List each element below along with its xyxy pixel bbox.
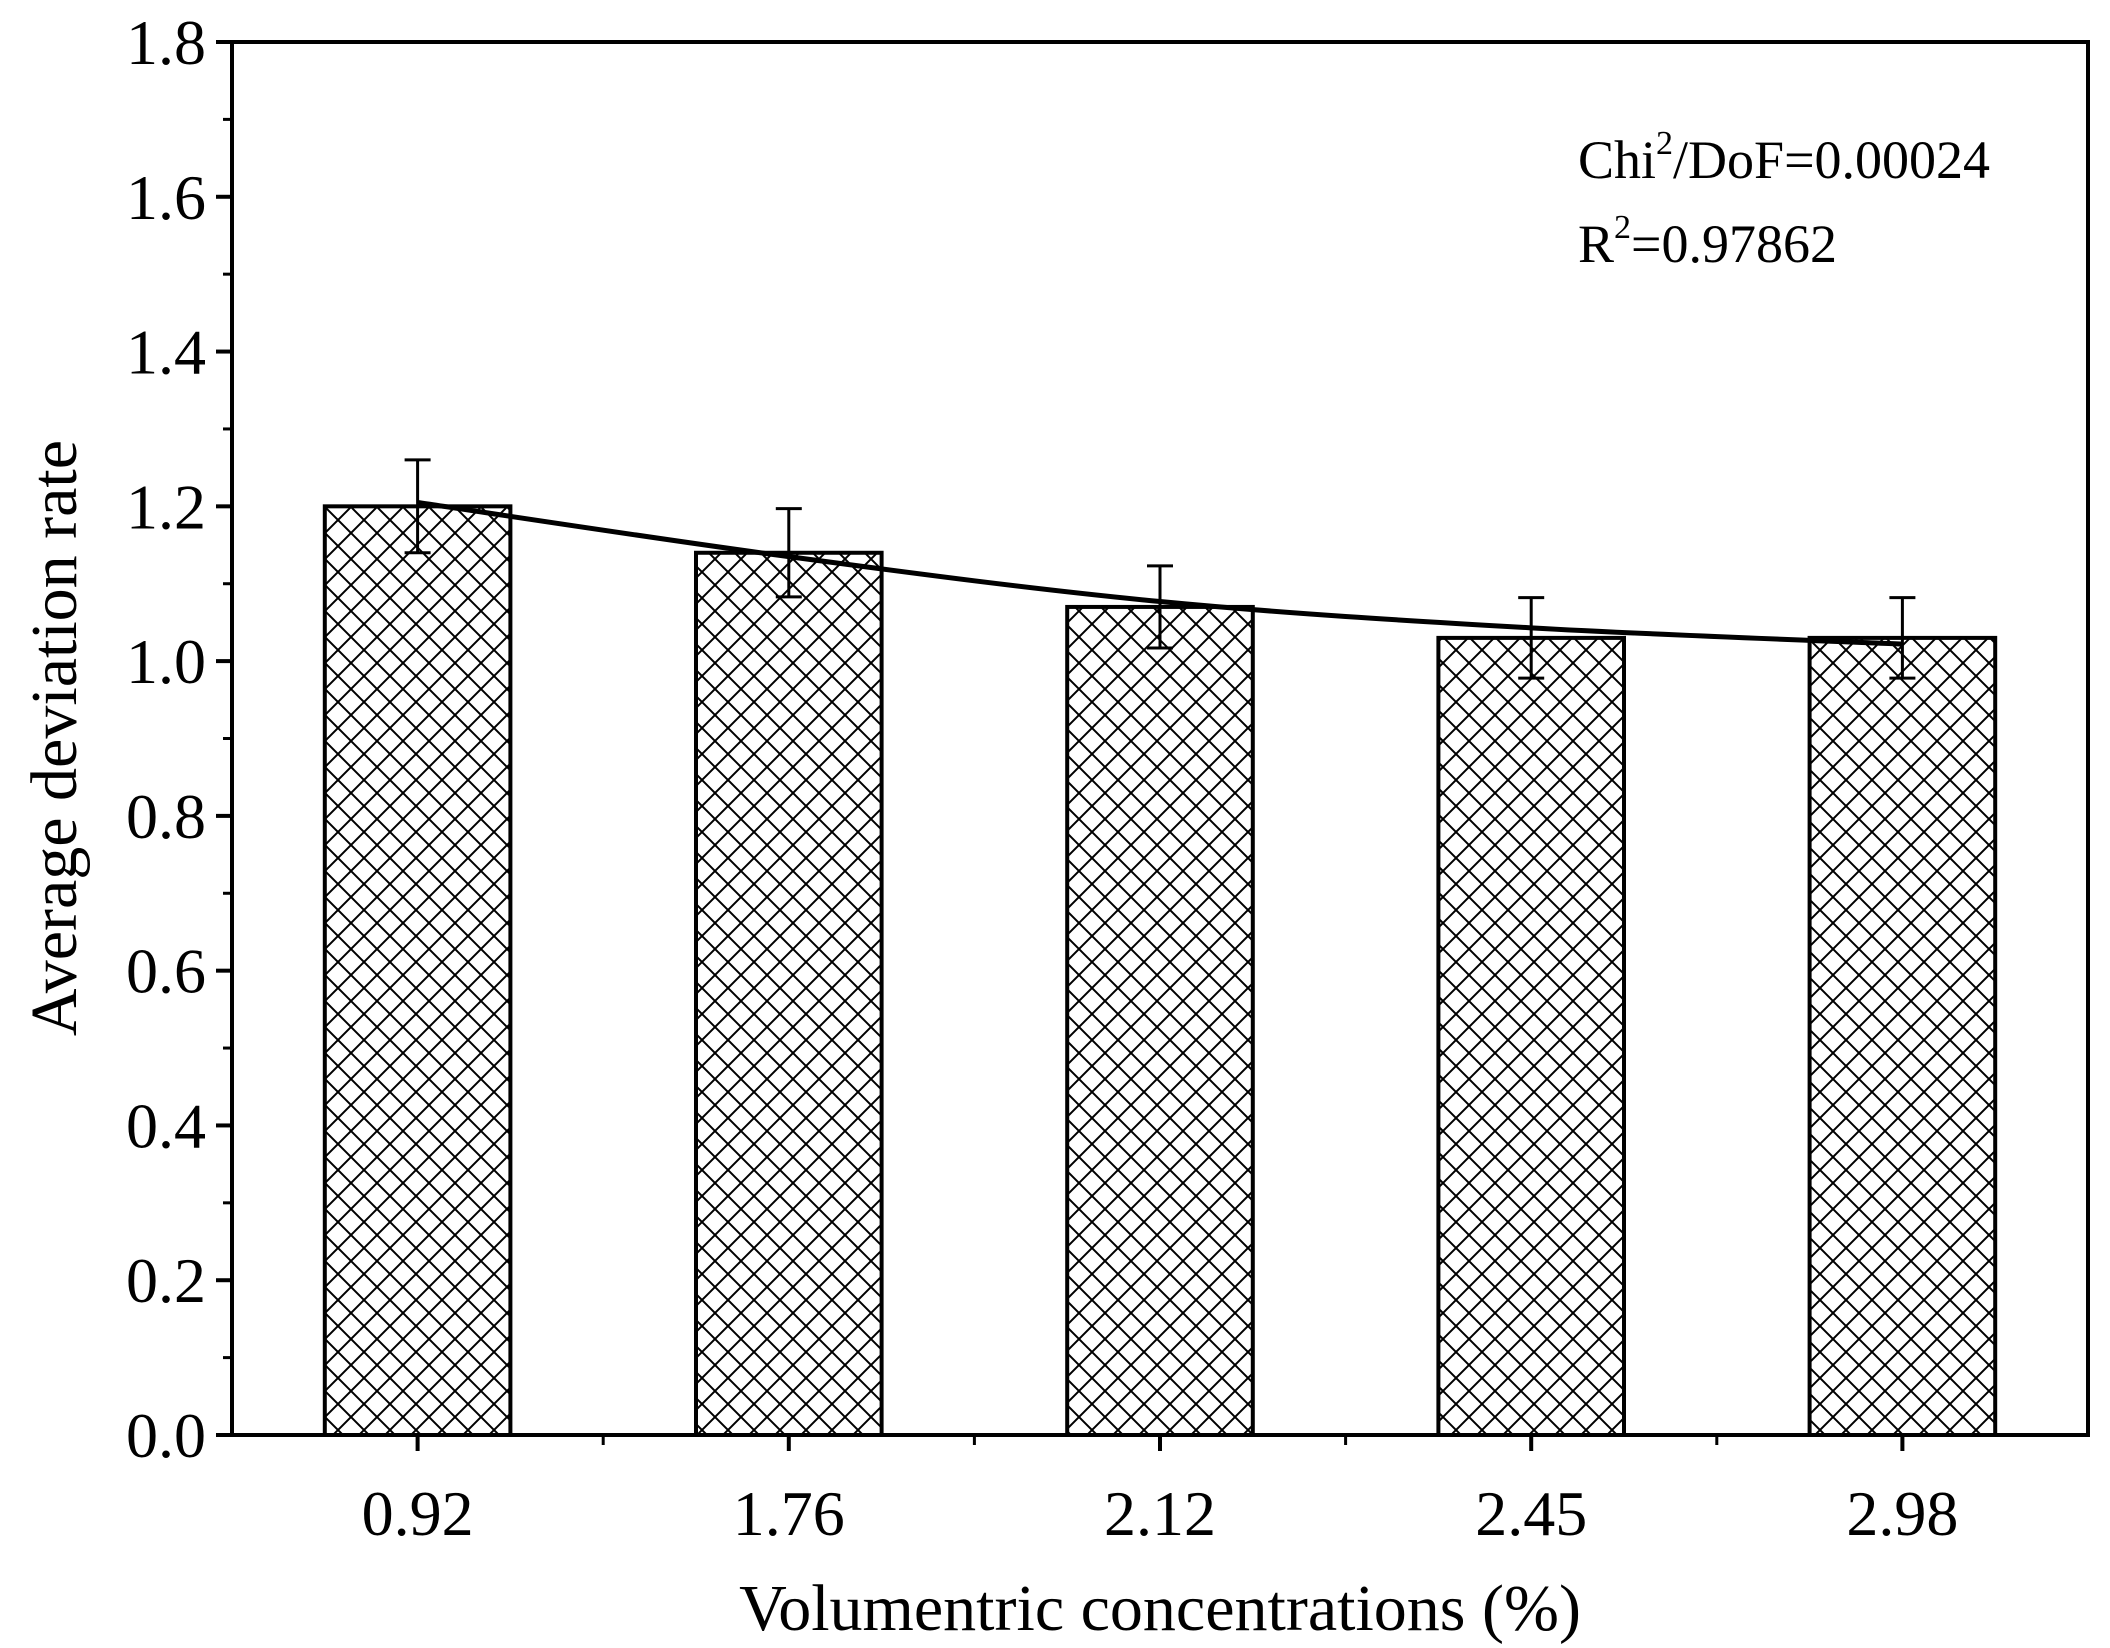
y-tick-label-0.6: 0.6 [126, 936, 206, 1007]
y-tick-label-1.8: 1.8 [126, 7, 206, 78]
x-tick-label-2.98: 2.98 [1846, 1478, 1958, 1549]
y-tick-label-1.6: 1.6 [126, 162, 206, 233]
y-tick-label-0.0: 0.0 [126, 1400, 206, 1471]
bar-2.12 [1065, 604, 1255, 1437]
error-bars-group [404, 458, 1916, 680]
x-axis-title: Volumentric concentrations (%) [739, 1572, 1581, 1645]
x-tick-label-0.92: 0.92 [362, 1478, 474, 1549]
r2-annotation: R2=0.97862 [1578, 209, 1837, 274]
x-axis-ticks: 0.92 1.76 2.12 2.45 2.98 [362, 1435, 1958, 1549]
bar-1.76 [694, 550, 884, 1437]
x-tick-label-1.76: 1.76 [733, 1478, 845, 1549]
y-tick-label-1.2: 1.2 [126, 471, 206, 542]
y-tick-label-1.0: 1.0 [126, 626, 206, 697]
y-axis-title: Average deviation rate [18, 440, 91, 1036]
chi-annotation: Chi2/DoF=0.00024 [1578, 125, 1990, 190]
fit-curve [417, 499, 1903, 647]
x-tick-label-2.12: 2.12 [1104, 1478, 1216, 1549]
bar-2.98 [1807, 635, 1998, 1437]
bar-2.45 [1436, 635, 1627, 1437]
y-tick-label-0.2: 0.2 [126, 1245, 206, 1316]
y-axis-ticks: 0.0 0.2 0.4 0.6 0.8 1.0 1.2 1.4 1.6 1.8 [126, 7, 232, 1471]
y-tick-label-1.4: 1.4 [126, 317, 206, 388]
y-tick-label-0.8: 0.8 [126, 781, 206, 852]
x-tick-label-2.45: 2.45 [1475, 1478, 1587, 1549]
bar-0.92 [322, 504, 513, 1438]
y-tick-label-0.4: 0.4 [126, 1090, 206, 1161]
